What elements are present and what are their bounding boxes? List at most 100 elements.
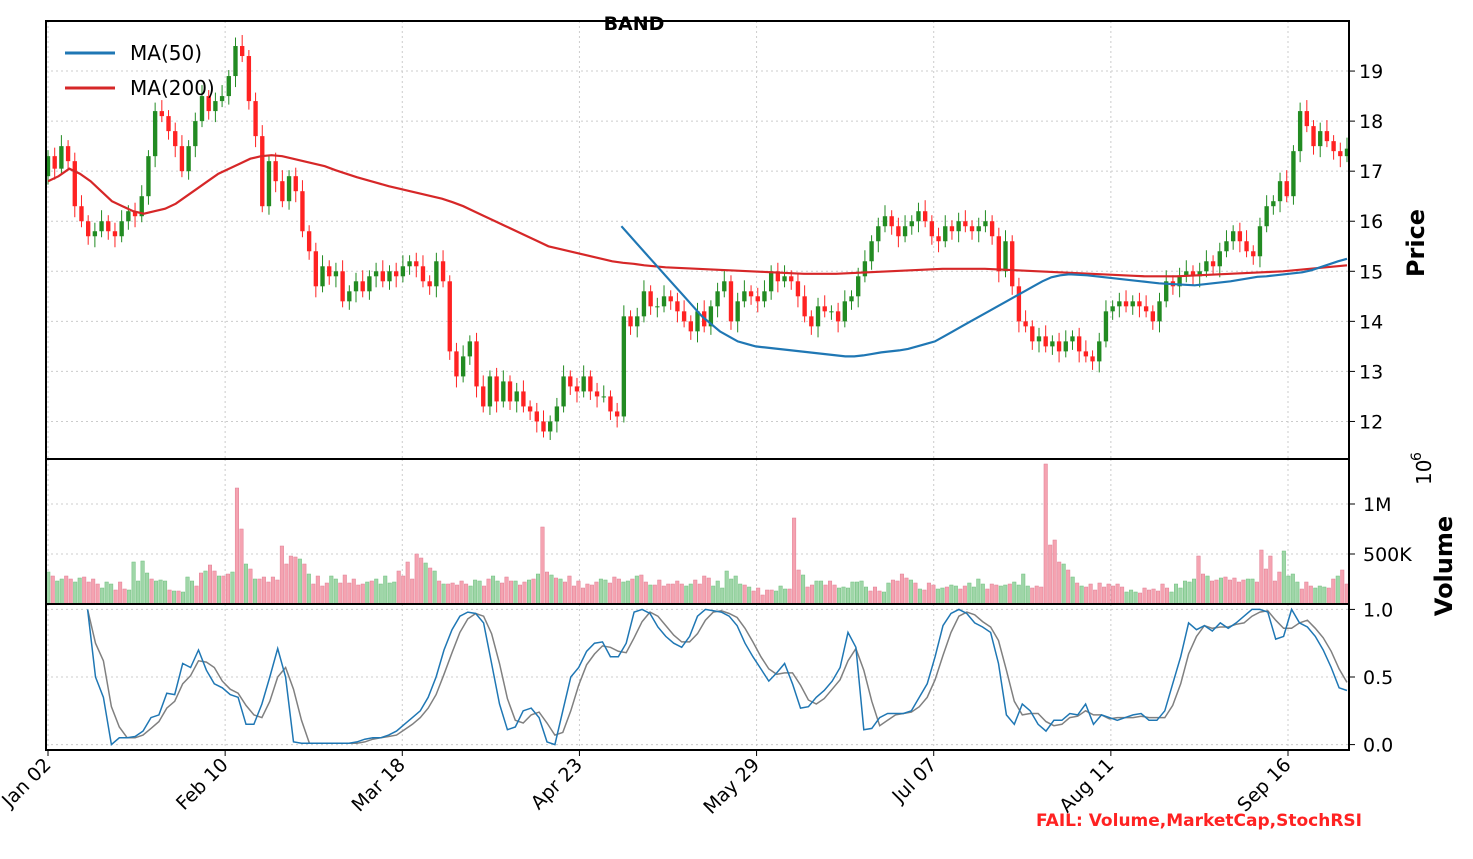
volume-bar bbox=[1084, 586, 1089, 605]
volume-bar bbox=[1138, 592, 1143, 605]
volume-bar bbox=[118, 581, 123, 605]
candle-body bbox=[929, 221, 935, 237]
volume-bar bbox=[140, 560, 145, 605]
volume-bar bbox=[1178, 587, 1183, 605]
volume-bar bbox=[378, 583, 383, 605]
volume-bar bbox=[531, 578, 536, 605]
volume-bar bbox=[86, 581, 91, 605]
volume-bar bbox=[356, 584, 361, 605]
candle-body bbox=[360, 281, 365, 292]
volume-bar bbox=[109, 583, 114, 605]
volume-bar bbox=[1052, 539, 1057, 605]
candle-body bbox=[260, 136, 265, 207]
candle-body bbox=[641, 291, 647, 317]
volume-bar bbox=[275, 579, 280, 605]
volume-bar bbox=[792, 517, 797, 605]
candle-body bbox=[1137, 301, 1142, 307]
volume-bar bbox=[589, 584, 594, 605]
candle-body bbox=[1063, 341, 1068, 352]
candle-body bbox=[648, 291, 653, 307]
candle-body bbox=[293, 176, 298, 192]
volume-bar bbox=[778, 585, 783, 605]
candle-body bbox=[1257, 226, 1263, 257]
candle-body bbox=[240, 46, 245, 57]
candle-body bbox=[963, 221, 968, 227]
candle-body bbox=[1076, 336, 1082, 352]
volume-bar bbox=[504, 576, 509, 605]
volume-bar bbox=[850, 581, 855, 605]
volume-bar bbox=[441, 583, 446, 605]
volume-bar bbox=[1331, 578, 1336, 605]
volume-bar bbox=[823, 584, 828, 605]
volume-bar bbox=[872, 586, 877, 605]
candle-body bbox=[1023, 321, 1028, 327]
candle-body bbox=[474, 341, 479, 387]
candle-body bbox=[1324, 131, 1330, 142]
volume-bar bbox=[167, 589, 172, 605]
volume-bar bbox=[693, 579, 698, 605]
volume-bar bbox=[544, 571, 549, 605]
status-text: FAIL: Volume,MarketCap,StochRSI bbox=[1036, 811, 1362, 831]
volume-bar bbox=[1281, 550, 1286, 605]
candle-body bbox=[1003, 241, 1008, 272]
candle-body bbox=[748, 291, 754, 297]
volume-bar bbox=[234, 487, 239, 605]
candle-body bbox=[1103, 311, 1109, 342]
price-tick-label: 17 bbox=[1359, 161, 1383, 183]
candle-body bbox=[1204, 261, 1209, 272]
candle-body bbox=[1157, 301, 1162, 322]
candle-body bbox=[132, 211, 138, 217]
volume-bar bbox=[890, 579, 895, 605]
volume-bar bbox=[917, 588, 922, 605]
volume-bar bbox=[1147, 589, 1152, 605]
volume-bar bbox=[594, 581, 599, 605]
volume-bar bbox=[293, 556, 298, 605]
candle-body bbox=[454, 351, 459, 377]
candle-body bbox=[956, 221, 961, 232]
candle-body bbox=[675, 301, 680, 312]
volume-bar bbox=[154, 580, 159, 605]
volume-bar bbox=[1308, 585, 1313, 605]
volume-bar bbox=[877, 590, 882, 605]
candle-body bbox=[507, 381, 513, 402]
volume-bar bbox=[756, 587, 761, 605]
candle-body bbox=[983, 221, 988, 227]
candle-body bbox=[594, 391, 600, 397]
volume-bar bbox=[931, 584, 936, 605]
candle-body bbox=[1036, 336, 1042, 342]
volume-bar bbox=[1344, 583, 1349, 605]
candle-body bbox=[280, 181, 285, 202]
candle-body bbox=[514, 391, 519, 402]
volume-bar bbox=[679, 583, 684, 605]
candle-body bbox=[661, 296, 667, 307]
volume-bar bbox=[796, 569, 801, 605]
volume-bar bbox=[392, 581, 397, 605]
volume-bar bbox=[738, 583, 743, 605]
volume-bar bbox=[899, 573, 904, 605]
candle-body bbox=[1097, 341, 1102, 362]
candle-body bbox=[45, 156, 51, 177]
volume-bar bbox=[1034, 585, 1039, 605]
volume-bar bbox=[1335, 575, 1340, 605]
candle-body bbox=[193, 121, 198, 147]
volume-bar bbox=[527, 579, 532, 605]
candle-body bbox=[1304, 111, 1310, 127]
volume-bar bbox=[338, 582, 343, 605]
volume-bar bbox=[670, 583, 675, 605]
volume-bar bbox=[1066, 569, 1071, 605]
volume-bar bbox=[329, 575, 334, 605]
volume-bar bbox=[661, 585, 666, 605]
volume-bar bbox=[706, 577, 711, 605]
volume-bar bbox=[284, 563, 289, 605]
ma50-line bbox=[620, 225, 1348, 358]
candle-body bbox=[601, 396, 606, 398]
volume-bar bbox=[302, 563, 307, 605]
volume-bar bbox=[1209, 580, 1214, 605]
candles bbox=[45, 35, 1350, 440]
candle-body bbox=[347, 291, 352, 302]
candle-body bbox=[139, 196, 144, 217]
x-tick-label: Feb 10 bbox=[172, 754, 233, 815]
volume-bar bbox=[194, 585, 199, 605]
volume-bar bbox=[688, 583, 693, 605]
